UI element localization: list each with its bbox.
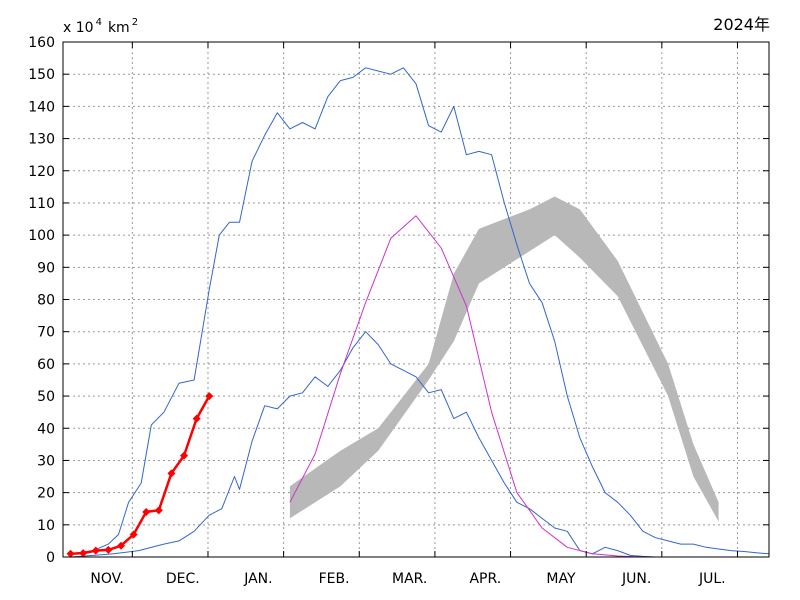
y-tick-label: 150 xyxy=(28,67,55,83)
month-label: FEB. xyxy=(319,571,350,587)
series-max-line xyxy=(70,67,770,555)
y-tick-label: 60 xyxy=(37,357,55,373)
y-tick-label: 120 xyxy=(28,164,55,180)
month-label: MAY xyxy=(546,571,576,587)
y-tick-label: 10 xyxy=(37,518,55,534)
y-tick-label: 90 xyxy=(37,260,55,276)
y-tick-label: 160 xyxy=(28,35,55,51)
y-tick-label: 130 xyxy=(28,132,55,148)
band-layer xyxy=(289,196,719,522)
month-label: APR. xyxy=(469,571,501,587)
year-label: 2024年 xyxy=(713,15,770,34)
plot-frame xyxy=(62,41,770,558)
y-tick-label: 50 xyxy=(37,389,55,405)
series-current-point xyxy=(192,414,201,423)
std-band xyxy=(289,196,719,522)
series-current-point xyxy=(116,541,125,550)
month-label: JUL. xyxy=(698,571,726,587)
y-tick-label: 40 xyxy=(37,421,55,437)
y-tick-label: 110 xyxy=(28,196,55,212)
series-current-point xyxy=(129,530,138,539)
month-label: MAR. xyxy=(392,571,427,587)
grid-layer xyxy=(63,42,769,557)
series-current-line xyxy=(70,395,211,556)
series-current-point xyxy=(180,451,189,460)
y-tick-label: 140 xyxy=(28,99,55,115)
series-layer xyxy=(66,67,770,558)
month-label: DEC. xyxy=(166,571,200,587)
y-tick-label: 80 xyxy=(37,293,55,309)
y-tick-label: 0 xyxy=(46,550,55,566)
series-current-point xyxy=(66,549,75,558)
y-tick-label: 100 xyxy=(28,228,55,244)
axis-layer: 0 10 20 30 40 50 60 70 80 90 100 110 120 130 140 150 160… xyxy=(28,35,770,587)
month-label: NOV. xyxy=(90,571,123,587)
unit-label: x 10 4 km 2 xyxy=(63,17,138,36)
month-label: JAN. xyxy=(243,571,272,587)
y-tick-label: 30 xyxy=(37,453,55,469)
series-current-point xyxy=(104,545,113,554)
series-current-point xyxy=(79,549,88,558)
series-current-point xyxy=(154,506,163,515)
series-current-point xyxy=(91,546,100,555)
series-current-point xyxy=(205,392,214,401)
series-current-point xyxy=(167,469,176,478)
y-tick-label: 70 xyxy=(37,325,55,341)
y-tick-label: 20 xyxy=(37,486,55,502)
series-current-point xyxy=(142,507,151,516)
month-label: JUN. xyxy=(621,571,651,587)
